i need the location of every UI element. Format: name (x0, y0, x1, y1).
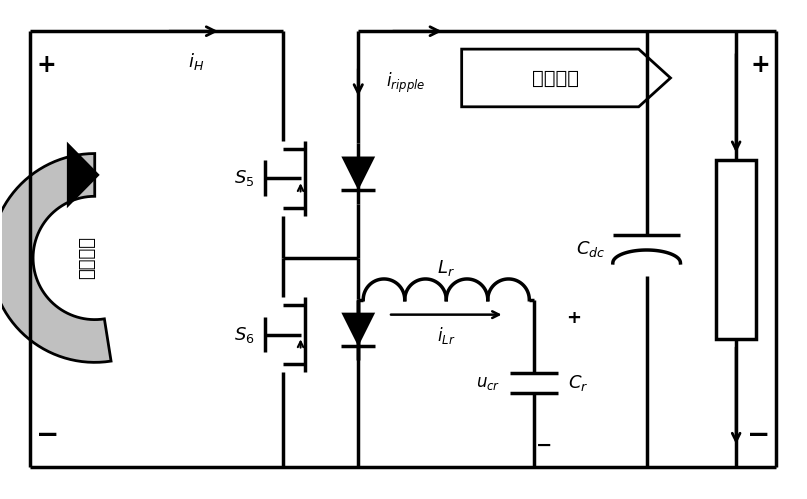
Text: $u_{cr}$: $u_{cr}$ (476, 374, 500, 392)
Bar (717, 161, 756, 339)
Text: $i_{ripple}$: $i_{ripple}$ (386, 71, 425, 95)
Text: 脉动功率: 脉动功率 (77, 237, 96, 279)
Text: $C_r$: $C_r$ (568, 373, 588, 393)
Text: $i_{Lr}$: $i_{Lr}$ (437, 324, 455, 346)
Text: −: − (36, 421, 59, 449)
Text: $S_6$: $S_6$ (234, 324, 255, 344)
Text: $S_5$: $S_5$ (235, 168, 255, 189)
Text: $C_{dc}$: $C_{dc}$ (575, 239, 605, 259)
Text: −: − (537, 436, 553, 455)
Text: +: + (566, 308, 581, 327)
Text: +: + (36, 53, 56, 77)
Text: $i_H$: $i_H$ (188, 51, 204, 72)
Polygon shape (341, 313, 375, 346)
Polygon shape (0, 154, 111, 362)
Polygon shape (341, 157, 375, 190)
Text: $L_r$: $L_r$ (437, 258, 455, 278)
Text: −: − (746, 421, 770, 449)
Text: +: + (751, 53, 770, 77)
Text: 直流功率: 直流功率 (532, 68, 579, 87)
Polygon shape (67, 142, 100, 208)
